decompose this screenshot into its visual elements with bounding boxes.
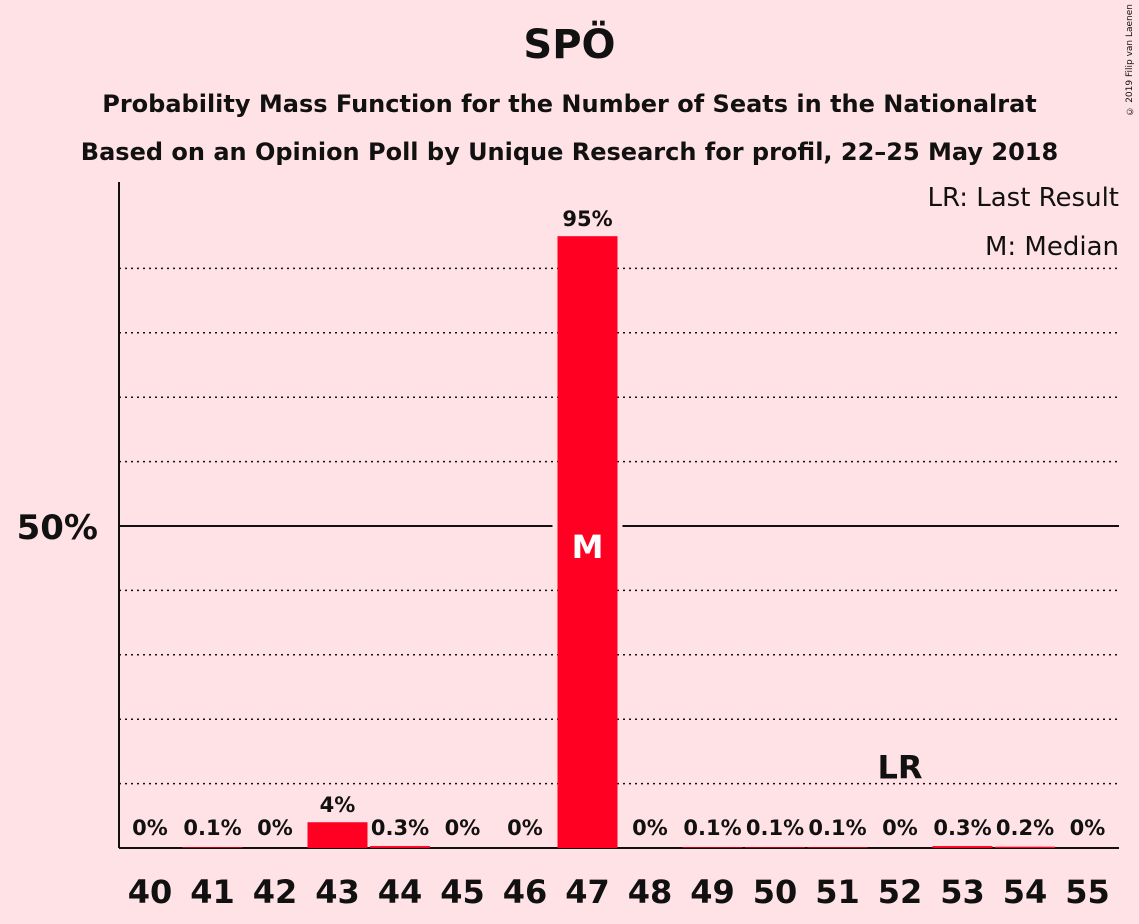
x-tick-label: 43 (315, 873, 360, 911)
x-tick-label: 55 (1065, 873, 1110, 911)
last-result-marker: LR (877, 749, 922, 787)
bar-value-label: 0.1% (683, 816, 741, 840)
bar-value-label: 0.1% (746, 816, 804, 840)
bar (995, 846, 1055, 848)
x-tick-label: 53 (940, 873, 985, 911)
bar-value-label: 0.1% (183, 816, 241, 840)
chart-title: SPÖ (523, 22, 616, 68)
bar-value-label: 4% (320, 793, 356, 817)
bar-value-label: 0% (1070, 816, 1106, 840)
median-marker: M (572, 528, 604, 566)
y-tick-label: 50% (17, 508, 98, 548)
bar-value-label: 0.3% (933, 816, 991, 840)
bar-value-label: 0% (632, 816, 668, 840)
x-tick-label: 45 (440, 873, 485, 911)
bar-value-label: 95% (562, 207, 612, 231)
chart-subtitle: Probability Mass Function for the Number… (102, 90, 1037, 118)
x-tick-label: 42 (253, 873, 298, 911)
bar-value-label: 0.2% (996, 816, 1054, 840)
bar (682, 847, 743, 848)
x-tick-label: 46 (503, 873, 548, 911)
bar-value-label: 0.3% (371, 816, 429, 840)
x-tick-label: 51 (815, 873, 860, 911)
x-tick-label: 40 (128, 873, 173, 911)
x-tick-label: 44 (378, 873, 423, 911)
bar (557, 236, 618, 848)
bar (932, 846, 993, 848)
x-tick-label: 52 (878, 873, 923, 911)
bar (307, 822, 368, 848)
legend-median: M: Median (984, 232, 1119, 262)
legend-last-result: LR: Last Result (927, 183, 1119, 213)
bar-value-label: 0% (257, 816, 293, 840)
x-tick-label: 50 (753, 873, 798, 911)
x-tick-label: 48 (628, 873, 673, 911)
x-tick-label: 49 (690, 873, 735, 911)
bar-value-label: 0% (132, 816, 168, 840)
x-tick-label: 41 (190, 873, 235, 911)
bar (745, 847, 805, 848)
bar-value-label: 0% (445, 816, 481, 840)
x-tick-label: 47 (565, 873, 610, 911)
bar (182, 847, 243, 848)
bar (807, 847, 868, 848)
bar-value-label: 0% (507, 816, 543, 840)
bar (370, 846, 430, 848)
bar-value-label: 0.1% (808, 816, 866, 840)
chart-subtitle-source: Based on an Opinion Poll by Unique Resea… (80, 138, 1059, 166)
bar-value-label: 0% (882, 816, 918, 840)
x-tick-label: 54 (1003, 873, 1048, 911)
